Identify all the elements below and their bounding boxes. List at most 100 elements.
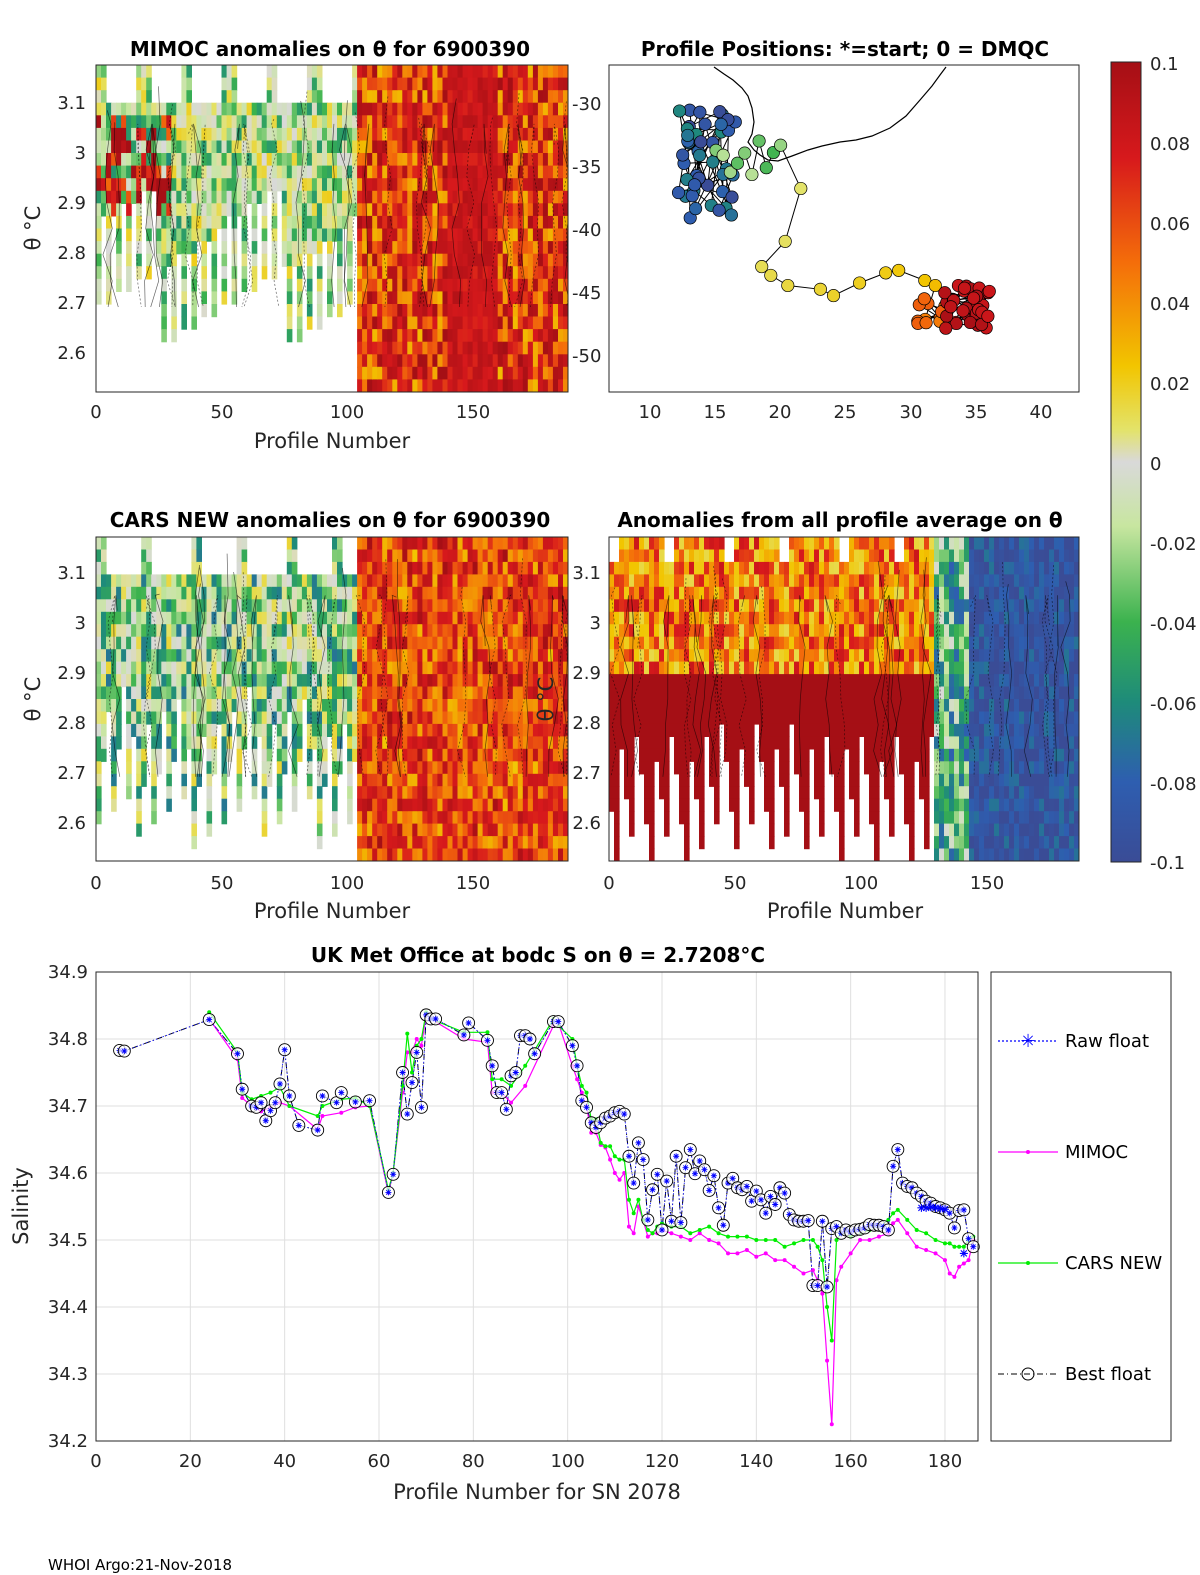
heatmap-cell <box>367 228 373 242</box>
heatmap-cell <box>432 624 438 638</box>
heatmap-cell <box>126 686 132 700</box>
heatmap-cell <box>497 127 504 142</box>
heatmap-cell <box>457 329 464 343</box>
heatmap-cell <box>799 549 805 563</box>
heatmap-cell <box>724 561 730 575</box>
heatmap-cell <box>769 636 775 650</box>
heatmap-cell <box>251 228 258 242</box>
heatmap-cell <box>427 773 433 787</box>
heatmap-cell <box>116 253 122 267</box>
heatmap-cell <box>774 636 780 650</box>
heatmap-cell <box>432 699 438 713</box>
heatmap-cell <box>814 674 820 688</box>
heatmap-cell <box>382 316 388 330</box>
heatmap-cell <box>191 798 197 812</box>
heatmap-cell <box>537 329 544 343</box>
heatmap-cell <box>679 636 685 650</box>
heatmap-cell <box>674 586 680 600</box>
heatmap-cell <box>552 65 559 79</box>
heatmap-cell <box>502 686 509 700</box>
heatmap-cell <box>316 773 323 787</box>
heatmap-cell <box>136 773 142 787</box>
heatmap-cell <box>654 649 660 663</box>
heatmap-cell <box>402 329 408 343</box>
heatmap-cell <box>337 241 343 255</box>
heatmap-cell <box>231 624 238 638</box>
heatmap-cell <box>316 611 323 625</box>
heatmap-cell <box>537 190 544 204</box>
heatmap-cell <box>96 537 102 551</box>
heatmap-cell <box>362 611 368 625</box>
heatmap-cell <box>427 215 433 230</box>
heatmap-cell <box>699 537 705 551</box>
heatmap-cell <box>296 711 303 725</box>
contour-line <box>317 595 326 777</box>
heatmap-cell <box>206 699 213 713</box>
heatmap-cell <box>689 661 695 675</box>
heatmap-cell <box>437 90 443 104</box>
heatmap-cell <box>704 611 710 625</box>
heatmap-cell <box>166 611 172 625</box>
heatmap-cell <box>136 624 142 638</box>
heatmap-cell <box>547 798 554 812</box>
heatmap-cell <box>517 711 524 725</box>
heatmap-cell <box>669 599 675 613</box>
heatmap-cell <box>462 153 469 167</box>
heatmap-cell <box>507 848 514 861</box>
heatmap-cell <box>211 127 218 142</box>
heatmap-cell <box>477 699 484 713</box>
heatmap-cell <box>196 773 202 787</box>
heatmap-cell <box>497 65 504 79</box>
heatmap-cell <box>679 537 685 551</box>
heatmap-cell <box>679 611 685 625</box>
heatmap-cell <box>432 266 438 280</box>
heatmap-cell <box>492 215 499 230</box>
heatmap-cell <box>271 65 278 79</box>
heatmap-cell <box>311 153 318 167</box>
heatmap-cell <box>659 649 665 663</box>
heatmap-cell <box>196 574 202 588</box>
heatmap-cell <box>452 316 459 330</box>
heatmap-cell <box>537 203 544 217</box>
heatmap-cell <box>362 253 368 267</box>
heatmap-cell <box>377 848 383 861</box>
heatmap-cell <box>266 773 273 787</box>
heatmap-cell <box>522 178 529 192</box>
heatmap-cell <box>357 278 363 292</box>
heatmap-cell <box>427 102 433 116</box>
heatmap-cell <box>674 611 680 625</box>
heatmap-cell <box>316 190 323 204</box>
heatmap-cell <box>522 115 529 129</box>
profile-position-marker <box>688 178 702 192</box>
heatmap-cell <box>377 624 383 638</box>
heatmap-cell <box>101 115 107 129</box>
heatmap-cell <box>432 761 438 775</box>
heatmap-cell <box>749 599 755 613</box>
heatmap-cell <box>231 90 238 104</box>
heatmap-cell <box>372 278 378 292</box>
heatmap-cell <box>106 266 112 280</box>
heatmap-cell <box>402 153 408 167</box>
heatmap-cell <box>161 203 167 217</box>
heatmap-cell <box>542 203 549 217</box>
profile-position-marker <box>957 281 972 295</box>
heatmap-cell <box>322 611 328 625</box>
heatmap-cell <box>382 836 388 850</box>
heatmap-cell <box>151 736 157 750</box>
heatmap-cell <box>286 165 293 179</box>
heatmap-cell <box>552 611 559 625</box>
heatmap-cell <box>634 586 640 600</box>
heatmap-cell <box>136 786 142 800</box>
heatmap-cell <box>517 215 524 230</box>
heatmap-cell <box>236 586 243 600</box>
heatmap-cell <box>442 127 449 142</box>
heatmap-cell <box>141 102 147 116</box>
heatmap-cell <box>231 649 238 663</box>
cars-ytick: 3.1 <box>57 563 86 584</box>
heatmap-cell <box>397 115 403 129</box>
heatmap-cell <box>271 661 278 675</box>
heatmap-cell <box>487 699 494 713</box>
heatmap-cell <box>146 624 152 638</box>
heatmap-cell <box>497 90 504 104</box>
heatmap-cell <box>769 537 775 551</box>
